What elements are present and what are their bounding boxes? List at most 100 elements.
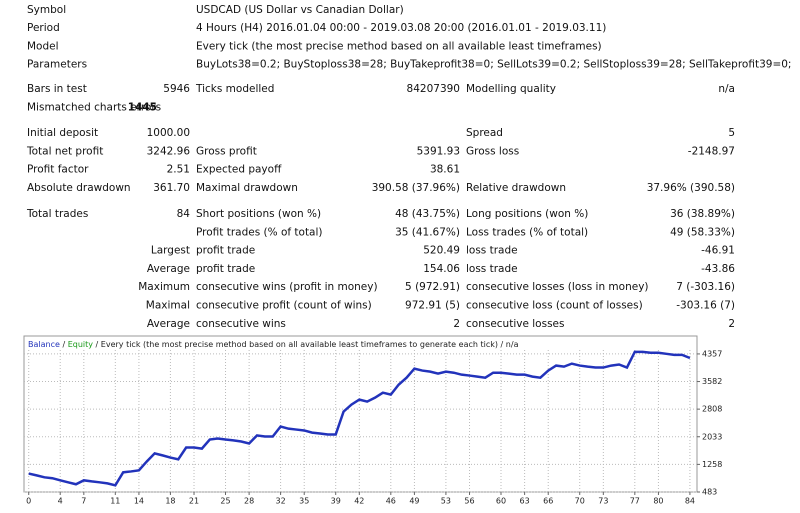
stat-value: -303.16 (7) [676,300,735,312]
stat-value: 5 [728,127,735,139]
stat-label: Initial deposit [27,127,98,139]
x-tick-label: 42 [354,497,364,506]
stat-value: -2148.97 [688,145,735,157]
x-tick-label: 70 [575,497,585,506]
stat-label: Expected payoff [196,164,282,176]
x-tick-label: 35 [299,497,309,506]
stat-value: 154.06 [423,263,460,275]
stat-label: Total trades [26,208,88,220]
stat-value: 2.51 [167,164,190,176]
stat-label: Maximal drawdown [196,182,298,194]
x-tick-label: 63 [520,497,530,506]
y-tick-label: 4357 [702,349,722,358]
stat-label: Bars in test [27,83,87,95]
field-value: BuyLots38=0.2; BuyStoploss38=28; BuyTake… [196,59,791,71]
stat-label: Short positions (won %) [196,208,321,220]
stat-label: Total net profit [26,145,103,157]
stat-label: consecutive loss (count of losses) [466,300,643,312]
x-tick-label: 4 [58,497,63,506]
stat-label: loss trade [466,263,518,275]
stat-label: Absolute drawdown [27,182,131,194]
stat-label: Gross profit [196,145,257,157]
stat-value: 520.49 [423,245,460,257]
stat-value: Average [147,263,190,275]
stat-value: Average [147,318,190,330]
x-tick-label: 56 [464,497,474,506]
stat-label: Profit factor [27,164,89,176]
x-tick-label: 28 [244,497,254,506]
stat-value: 3242.96 [147,145,191,157]
stat-label: consecutive wins [196,318,286,330]
stat-value: 2 [453,318,460,330]
stat-value: Largest [151,245,190,257]
x-tick-label: 32 [276,497,286,506]
stat-label: consecutive losses [466,318,564,330]
stat-label: Relative drawdown [466,182,566,194]
field-label: Period [27,22,60,34]
field-label: Parameters [27,59,87,71]
stat-value: 7 (-303.16) [676,281,735,293]
stat-label: consecutive losses (loss in money) [466,281,649,293]
stat-value: 361.70 [153,182,190,194]
stat-value: Maximal [146,300,190,312]
separator: / [62,340,65,349]
x-tick-label: 0 [26,497,31,506]
stat-value: Maximum [138,281,190,293]
chart-frame [23,335,698,493]
stat-label: profit trade [196,263,255,275]
note: n/a [506,340,519,349]
x-tick-label: 73 [598,497,608,506]
stat-label: consecutive wins (profit in money) [196,281,378,293]
y-tick-label: 2033 [702,432,722,441]
stat-value: -43.86 [701,263,735,275]
x-tick-label: 66 [543,497,553,506]
chart-header: Balance / Equity / Every tick (the most … [28,340,519,349]
stat-label: consecutive profit (count of wins) [196,300,372,312]
stat-value: 48 (43.75%) [395,208,460,220]
stat-value: 35 (41.67%) [395,226,460,238]
x-tick-label: 39 [331,497,341,506]
x-tick-label: 84 [685,497,695,506]
stat-value: 37.96% (390.58) [647,182,735,194]
stat-label: Gross loss [466,145,519,157]
stat-value: 84207390 [407,83,460,95]
stat-value: 1000.00 [147,127,190,139]
x-tick-label: 21 [189,497,199,506]
stat-label: loss trade [466,245,518,257]
field-value: Every tick (the most precise method base… [196,40,602,52]
stat-label: Modelling quality [466,83,556,95]
stat-value: 972.91 (5) [405,300,460,312]
stat-value: 5 (972.91) [405,281,460,293]
x-tick-label: 53 [441,497,451,506]
stat-value: -46.91 [701,245,735,257]
balance-line [28,350,691,487]
stat-label: Ticks modelled [195,83,274,95]
stat-value: 1445 [128,101,157,113]
x-tick-label: 14 [134,497,144,506]
field-value: USDCAD (US Dollar vs Canadian Dollar) [196,4,404,16]
x-tick-label: 80 [653,497,663,506]
x-tick-label: 18 [165,497,175,506]
x-tick-label: 46 [386,497,396,506]
y-tick-label: 3582 [702,377,722,386]
stat-value: 49 (58.33%) [670,226,735,238]
stat-value: 5391.93 [417,145,460,157]
stat-label: Mismatched charts errors [27,101,161,113]
stat-value: 84 [177,208,191,220]
y-tick-label: 483 [702,488,717,497]
stat-label: Profit trades (% of total) [196,226,323,238]
field-value: 4 Hours (H4) 2016.01.04 00:00 - 2019.03.… [196,22,606,34]
legend-balance: Balance [28,340,60,349]
separator: / [96,340,99,349]
x-tick-label: 60 [496,497,506,506]
stat-label: Loss trades (% of total) [466,226,588,238]
stat-value: 36 (38.89%) [670,208,735,220]
legend-equity: Equity [68,340,94,349]
x-tick-label: 77 [630,497,640,506]
stat-value: n/a [718,83,735,95]
stat-label: profit trade [196,245,255,257]
stat-value: 38.61 [430,164,460,176]
stat-value: 2 [728,318,735,330]
